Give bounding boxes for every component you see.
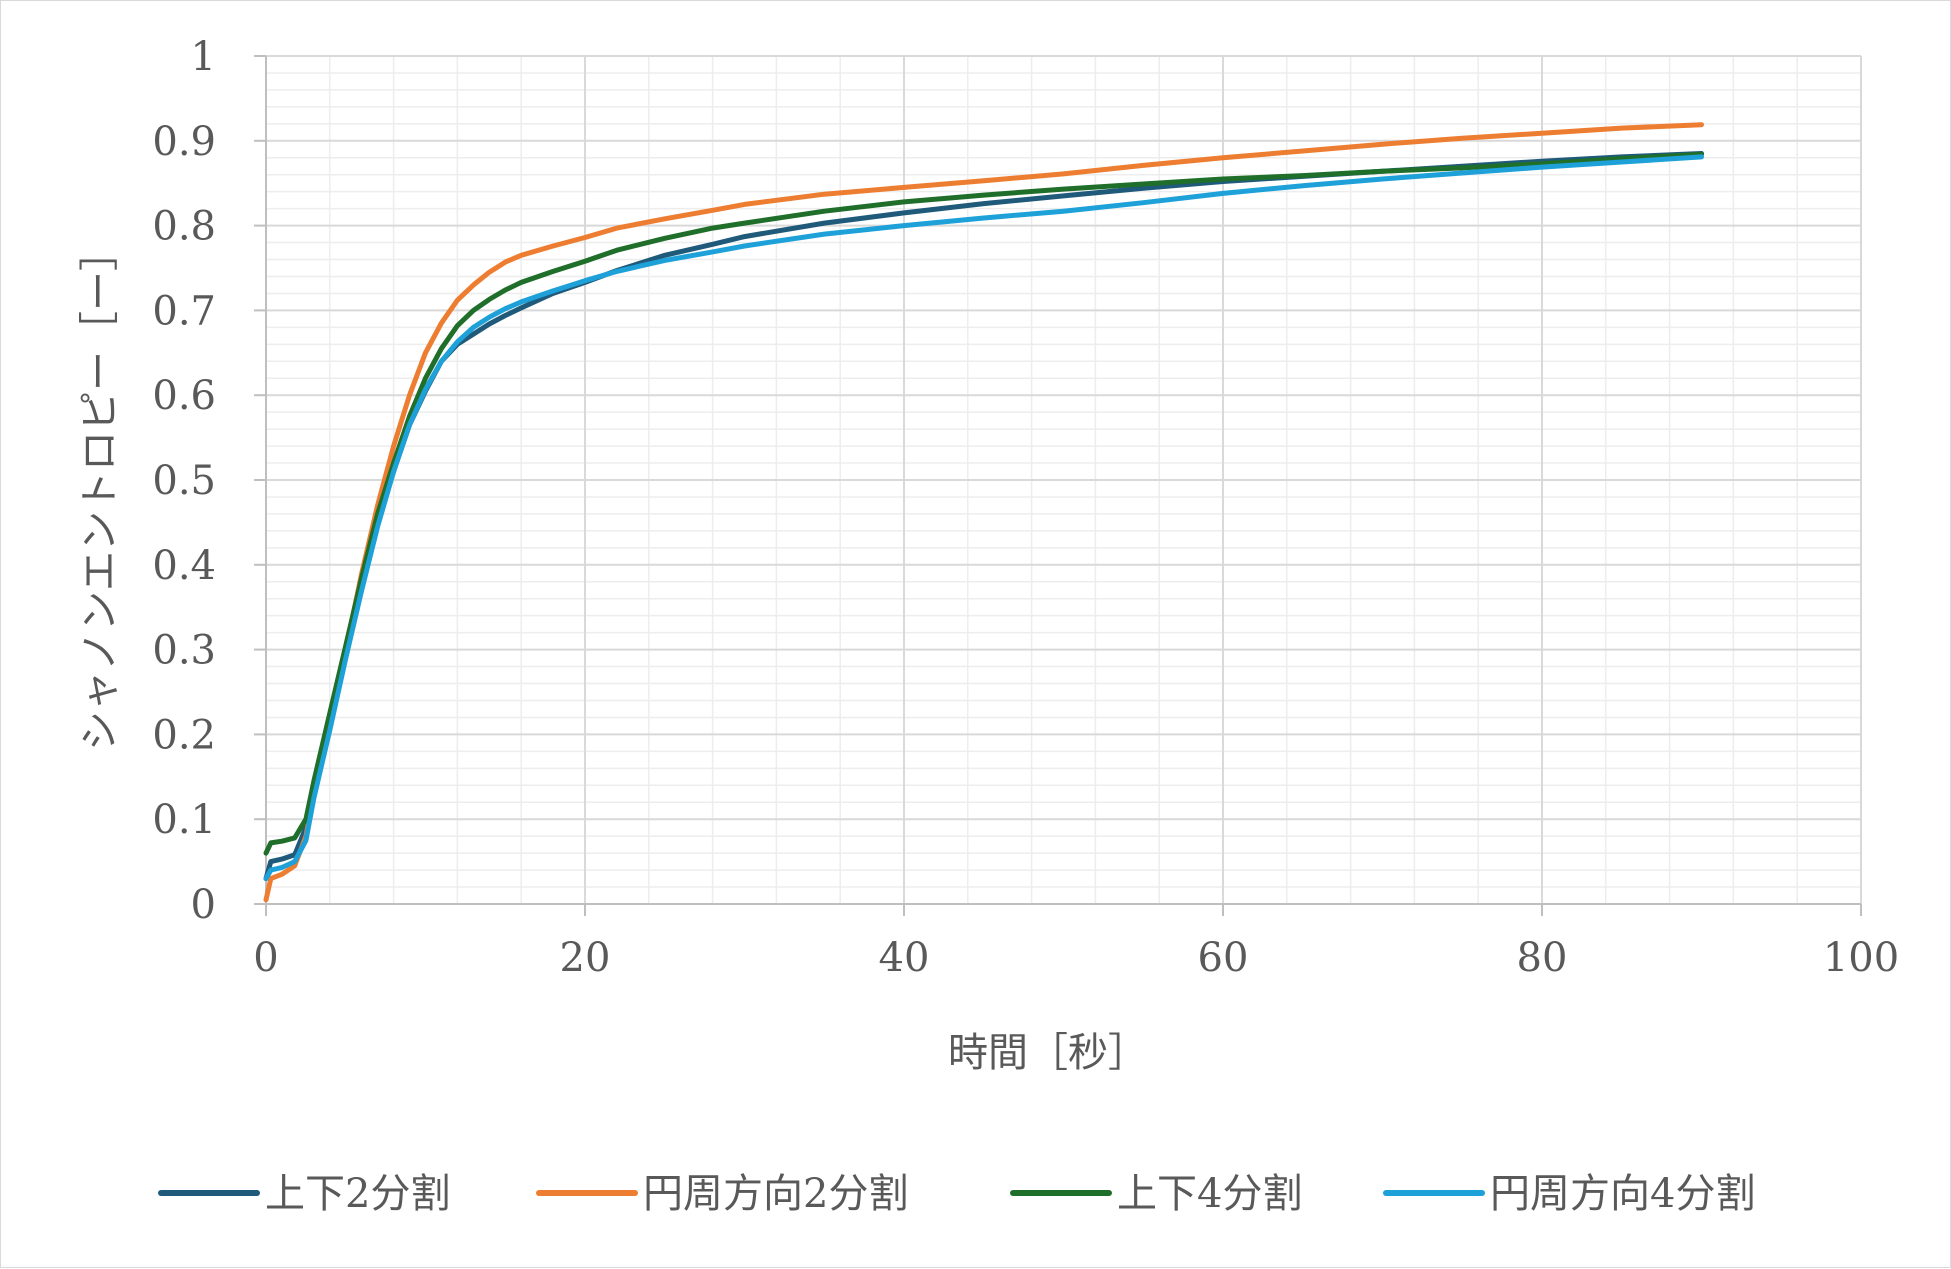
- y-tick-label: 0.3: [152, 628, 216, 674]
- y-tick-label: 0.6: [152, 373, 216, 419]
- grid: [265, 55, 1862, 905]
- y-tick-label: 0: [191, 882, 216, 928]
- tick-labels: 0 20 40 60 80 100 0 0.1 0.2 0.3 0.4 0.5 0.6 0.7 0.8 0.9…: [152, 34, 1899, 981]
- axes: [254, 55, 1862, 916]
- series-line-3: [263, 151, 1704, 856]
- legend-label-2: 円周方向2分割: [643, 1171, 908, 1217]
- y-tick-label: 0.5: [152, 458, 216, 504]
- y-tick-label: 0.7: [152, 288, 216, 334]
- series-lines: [263, 122, 1704, 903]
- y-axis-title: シャノンエントロピー［ー］: [77, 231, 123, 751]
- x-tick-label: 0: [253, 935, 278, 981]
- series-line-2: [263, 122, 1704, 903]
- x-tick-label: 40: [879, 935, 930, 981]
- legend-label-4: 円周方向4分割: [1490, 1171, 1755, 1217]
- y-tick-label: 0.8: [152, 204, 216, 250]
- y-tick-label: 1: [191, 34, 216, 80]
- y-tick-label: 0.2: [152, 712, 216, 758]
- legend-label-3: 上下4分割: [1117, 1171, 1302, 1217]
- x-tick-label: 60: [1198, 935, 1249, 981]
- y-tick-label: 0.4: [152, 543, 216, 589]
- x-tick-label: 80: [1517, 935, 1568, 981]
- x-tick-label: 100: [1823, 935, 1899, 981]
- y-tick-label: 0.9: [152, 119, 216, 165]
- legend-label-1: 上下2分割: [265, 1171, 450, 1217]
- series-line-4: [263, 154, 1704, 882]
- y-tick-label: 0.1: [152, 797, 216, 843]
- x-axis-title: 時間［秒］: [948, 1030, 1148, 1076]
- x-tick-label: 20: [560, 935, 611, 981]
- legend: 上下2分割 円周方向2分割 上下4分割 円周方向4分割: [158, 1171, 1755, 1217]
- series-line-1: [263, 151, 1704, 882]
